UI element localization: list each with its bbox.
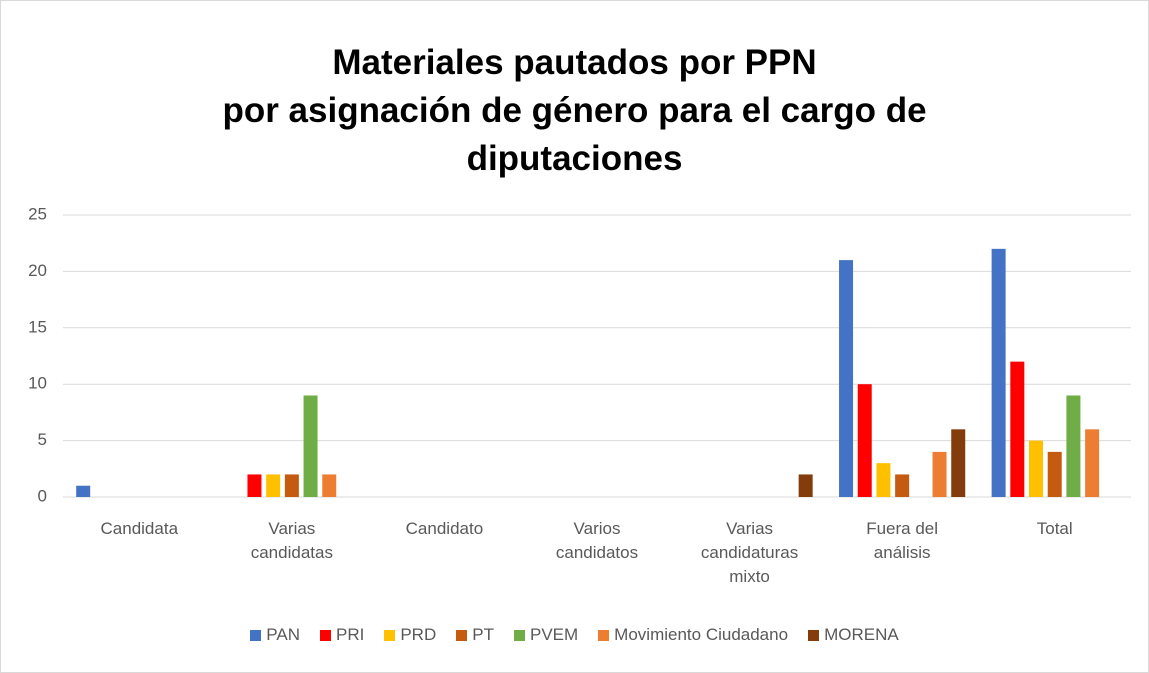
bar <box>839 260 854 497</box>
legend-item: PRD <box>384 625 436 645</box>
bar <box>1029 440 1044 497</box>
bar <box>1047 451 1062 497</box>
legend-item: PAN <box>250 625 300 645</box>
bar <box>284 474 299 497</box>
x-tick-label: Total <box>1036 519 1073 538</box>
bar <box>932 451 947 497</box>
chart-title-box: Materiales pautados por PPN por asignaci… <box>1 39 1148 183</box>
legend-label: MORENA <box>824 625 899 644</box>
bar <box>798 474 813 497</box>
y-tick-label: 20 <box>28 261 47 280</box>
x-tick-label: Candidato <box>405 519 484 538</box>
legend-label: PAN <box>266 625 300 644</box>
legend-swatch <box>320 629 331 641</box>
bar <box>1010 361 1025 497</box>
bar <box>857 384 872 497</box>
bar <box>303 395 318 497</box>
y-tick-label: 15 <box>28 317 47 336</box>
bar <box>951 429 966 497</box>
bar <box>1066 395 1081 497</box>
legend-label: PVEM <box>529 625 579 644</box>
bar <box>991 248 1006 497</box>
y-tick-label: 0 <box>38 486 47 505</box>
x-tick-label: Varios candidatos <box>555 519 639 562</box>
legend-label: Movimiento Ciudadano <box>614 625 789 644</box>
legend-item: MORENA <box>808 625 899 645</box>
legend-item: PT <box>456 625 494 645</box>
x-tick-label: Fuera del análisis <box>866 519 939 562</box>
bar <box>76 485 91 497</box>
legend-swatch <box>250 629 262 641</box>
chart-title: Materiales pautados por PPN por asignaci… <box>222 43 927 178</box>
legend-swatch <box>456 629 468 641</box>
y-tick-label: 25 <box>28 204 47 223</box>
bar <box>322 474 337 497</box>
legend-item: PVEM <box>513 625 579 645</box>
bar <box>266 474 281 497</box>
bar <box>876 463 891 497</box>
bar <box>247 474 262 497</box>
x-tick-label: Varias candidaturas mixto <box>700 519 799 586</box>
x-tick-label: Varias candidatas <box>250 519 333 562</box>
y-tick-label: 10 <box>28 374 47 393</box>
legend-item: Movimiento Ciudadano <box>598 625 788 645</box>
y-tick-label: 5 <box>38 430 47 449</box>
x-tick-label: Candidata <box>100 519 179 538</box>
bar <box>895 474 910 497</box>
legend-swatch <box>598 629 610 641</box>
legend-label: PRD <box>400 625 437 644</box>
legend-swatch <box>384 629 396 641</box>
legend-label: PRI <box>336 625 365 644</box>
legend: PAN PRI PRD PT PVEM Movimiento Ciudadano MOREN… <box>1 625 1148 645</box>
legend-swatch <box>808 629 820 641</box>
legend-swatch <box>513 629 525 641</box>
legend-item: PRI <box>320 625 364 645</box>
bar <box>1085 429 1100 497</box>
legend-label: PT <box>472 625 494 644</box>
